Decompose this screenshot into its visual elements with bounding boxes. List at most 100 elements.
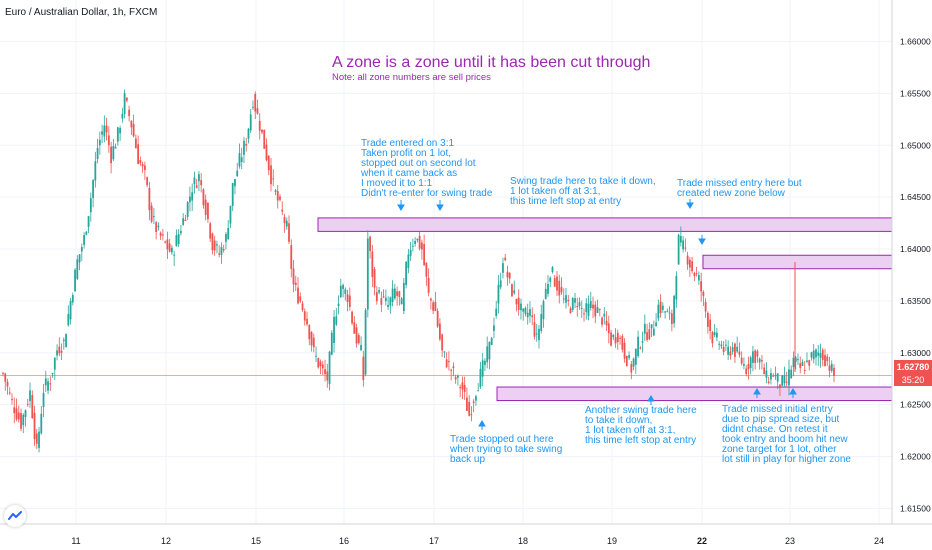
- candle[interactable]: [693, 271, 696, 282]
- candle[interactable]: [515, 298, 518, 312]
- candle[interactable]: [614, 328, 617, 348]
- candle[interactable]: [200, 173, 203, 193]
- candle[interactable]: [177, 229, 180, 248]
- candle[interactable]: [632, 357, 635, 371]
- candle[interactable]: [448, 351, 450, 371]
- candle[interactable]: [171, 245, 173, 255]
- candle[interactable]: [26, 398, 29, 407]
- candle[interactable]: [427, 268, 430, 297]
- candle[interactable]: [231, 182, 234, 212]
- candle[interactable]: [195, 178, 198, 189]
- candle[interactable]: [761, 355, 763, 370]
- candle[interactable]: [366, 230, 369, 318]
- candle[interactable]: [815, 348, 817, 366]
- candle[interactable]: [562, 288, 565, 304]
- candle[interactable]: [407, 248, 410, 274]
- candle[interactable]: [682, 236, 685, 253]
- candle[interactable]: [648, 322, 651, 341]
- candle[interactable]: [389, 296, 392, 314]
- candle[interactable]: [819, 343, 822, 368]
- candle[interactable]: [520, 298, 522, 320]
- candle[interactable]: [706, 311, 709, 334]
- candle[interactable]: [78, 254, 81, 271]
- candle[interactable]: [812, 343, 815, 364]
- candle[interactable]: [243, 136, 245, 164]
- candle[interactable]: [351, 310, 353, 326]
- candle[interactable]: [504, 253, 507, 262]
- candle[interactable]: [540, 304, 543, 334]
- candle[interactable]: [574, 293, 576, 309]
- candle[interactable]: [83, 232, 85, 249]
- candle[interactable]: [364, 308, 367, 377]
- candle[interactable]: [736, 336, 739, 354]
- candle[interactable]: [164, 240, 167, 244]
- candle[interactable]: [772, 373, 775, 377]
- candle[interactable]: [360, 336, 362, 351]
- candle[interactable]: [29, 382, 31, 408]
- candle[interactable]: [484, 358, 486, 371]
- candle[interactable]: [184, 215, 187, 222]
- candle[interactable]: [454, 374, 457, 384]
- candle[interactable]: [686, 251, 689, 270]
- candle[interactable]: [182, 213, 185, 226]
- candle[interactable]: [38, 426, 40, 453]
- candle[interactable]: [346, 289, 349, 312]
- candle[interactable]: [276, 184, 279, 209]
- candle[interactable]: [20, 408, 22, 432]
- candle[interactable]: [463, 376, 466, 400]
- candle[interactable]: [290, 239, 293, 278]
- candle[interactable]: [22, 413, 25, 434]
- candle[interactable]: [533, 313, 536, 340]
- candle[interactable]: [74, 268, 76, 292]
- candle[interactable]: [429, 297, 432, 310]
- candle[interactable]: [713, 324, 716, 338]
- candle[interactable]: [303, 308, 306, 326]
- candle[interactable]: [137, 135, 140, 165]
- candle[interactable]: [833, 364, 835, 383]
- candle[interactable]: [134, 134, 137, 149]
- candle[interactable]: [524, 306, 527, 317]
- candle[interactable]: [44, 370, 47, 393]
- candle[interactable]: [272, 169, 275, 187]
- candle[interactable]: [216, 240, 218, 254]
- candle[interactable]: [175, 229, 178, 247]
- candle[interactable]: [337, 295, 340, 315]
- candle[interactable]: [155, 220, 158, 240]
- candle[interactable]: [414, 237, 417, 247]
- candle[interactable]: [261, 129, 263, 135]
- candle[interactable]: [745, 365, 748, 377]
- candle[interactable]: [60, 343, 63, 360]
- candle[interactable]: [35, 428, 38, 449]
- candle[interactable]: [371, 244, 374, 288]
- candle[interactable]: [267, 154, 270, 176]
- candle[interactable]: [623, 338, 626, 363]
- candle[interactable]: [80, 243, 83, 262]
- candle[interactable]: [607, 315, 610, 344]
- candle[interactable]: [477, 383, 480, 392]
- candle[interactable]: [547, 275, 549, 297]
- candle[interactable]: [715, 327, 718, 342]
- candle[interactable]: [569, 306, 572, 314]
- candle[interactable]: [281, 201, 284, 216]
- candle[interactable]: [94, 151, 97, 188]
- candle[interactable]: [583, 308, 585, 322]
- candle[interactable]: [659, 294, 662, 318]
- candle[interactable]: [450, 368, 453, 381]
- candle[interactable]: [65, 333, 67, 348]
- candle[interactable]: [324, 359, 326, 382]
- candle[interactable]: [229, 205, 232, 229]
- candle[interactable]: [166, 231, 169, 259]
- candle[interactable]: [270, 158, 272, 192]
- price-axis[interactable]: 1.66000 1.65500 1.65000 1.64500 1.64000 1.635…: [891, 0, 931, 524]
- candle[interactable]: [511, 283, 513, 297]
- candle[interactable]: [13, 397, 16, 424]
- candle[interactable]: [752, 345, 754, 372]
- candle[interactable]: [400, 296, 403, 305]
- candle[interactable]: [522, 308, 525, 321]
- time-axis[interactable]: 11 12 15 16 17 18 19 22 23 24: [0, 523, 932, 546]
- candle[interactable]: [211, 232, 214, 255]
- candle[interactable]: [556, 270, 558, 296]
- candle[interactable]: [729, 346, 732, 360]
- candle[interactable]: [357, 332, 360, 345]
- candle[interactable]: [116, 126, 119, 146]
